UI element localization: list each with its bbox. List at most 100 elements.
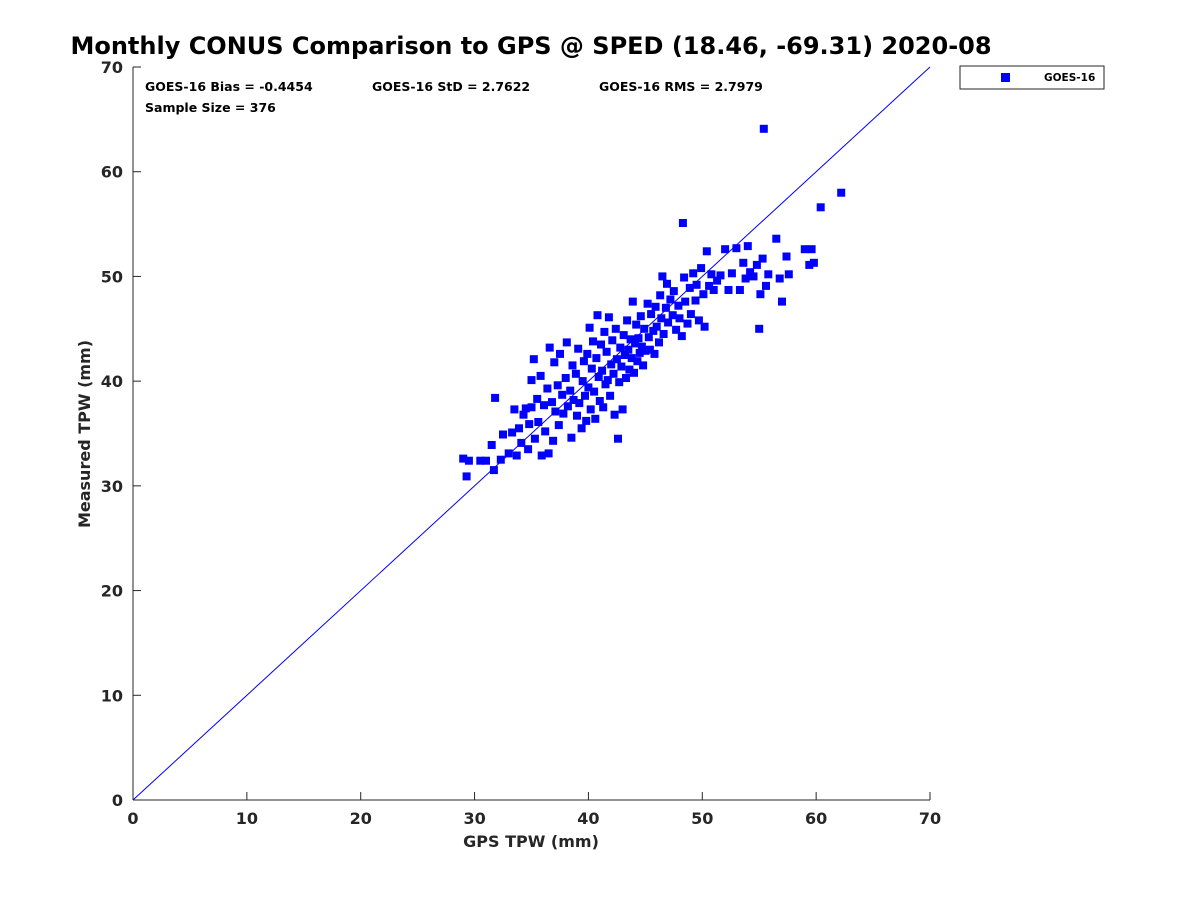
data-point	[636, 312, 645, 321]
data-point	[614, 434, 622, 443]
data-point	[645, 345, 654, 354]
data-point	[563, 402, 572, 411]
data-point	[589, 337, 597, 346]
data-point	[655, 338, 663, 347]
data-point	[707, 270, 716, 279]
data-point	[459, 454, 468, 463]
data-point	[664, 318, 673, 327]
data-point	[577, 424, 586, 433]
data-point	[619, 331, 628, 340]
data-point	[610, 410, 619, 419]
data-point	[566, 386, 575, 395]
data-point	[637, 342, 646, 351]
plot-area: 0 10 20 30 40 50 60 70 0 10 20 30 40 50 60 70	[101, 58, 941, 828]
legend-marker-square-icon	[1001, 73, 1010, 82]
data-point	[775, 274, 784, 283]
data-point	[487, 441, 496, 449]
data-point	[680, 273, 689, 282]
data-point	[586, 405, 595, 414]
data-point	[527, 376, 536, 385]
data-point	[562, 338, 571, 347]
data-point	[510, 405, 519, 414]
legend-label: GOES-16	[1044, 72, 1095, 84]
data-point	[464, 456, 473, 465]
data-point	[632, 320, 641, 329]
y-tick-label: 70	[101, 58, 123, 77]
data-point	[620, 351, 629, 359]
data-point	[558, 390, 567, 399]
data-point	[724, 286, 733, 294]
data-point	[691, 296, 700, 305]
data-point	[800, 245, 809, 254]
y-tick-label: 20	[101, 582, 123, 601]
data-point	[537, 451, 546, 460]
x-tick-label: 20	[350, 809, 372, 828]
x-tick-label: 10	[236, 809, 258, 828]
data-point	[543, 384, 552, 393]
data-point	[525, 420, 534, 429]
data-point	[837, 188, 846, 197]
data-point	[554, 421, 563, 430]
data-point	[587, 364, 596, 373]
data-point	[545, 343, 554, 352]
data-point	[816, 203, 825, 212]
data-point	[694, 316, 703, 325]
data-point	[617, 362, 626, 371]
data-point	[611, 324, 620, 333]
data-point	[601, 380, 610, 389]
data-point	[721, 245, 730, 254]
data-point	[689, 269, 698, 278]
data-point	[579, 357, 588, 366]
data-point	[584, 383, 593, 392]
data-point	[616, 343, 625, 352]
data-point	[652, 322, 661, 331]
data-point	[741, 274, 750, 283]
data-point	[683, 319, 692, 328]
data-point	[686, 310, 695, 319]
data-point	[755, 324, 764, 333]
data-point	[549, 436, 558, 445]
data-point	[746, 268, 755, 277]
data-point	[709, 286, 718, 294]
data-point	[697, 264, 706, 273]
data-point	[685, 283, 694, 292]
data-point	[582, 416, 591, 425]
x-tick-label: 70	[919, 809, 941, 828]
data-point	[504, 449, 513, 458]
ticks-layer: 0 10 20 30 40 50 60 70 0 10 20 30 40 50 60 70	[101, 58, 941, 828]
legend-box	[959, 65, 1105, 90]
y-tick-label: 30	[101, 477, 123, 496]
data-point	[568, 361, 577, 370]
y-tick-label: 0	[112, 791, 123, 810]
data-point	[716, 271, 725, 280]
data-point	[496, 455, 505, 464]
data-point	[630, 368, 638, 377]
data-point	[544, 449, 553, 458]
data-point	[602, 347, 611, 356]
x-tick-label: 30	[463, 809, 485, 828]
reference-line-layer	[132, 66, 931, 801]
data-point	[482, 456, 490, 465]
data-point	[561, 374, 570, 382]
data-point	[634, 334, 643, 343]
data-point	[534, 418, 543, 426]
data-point	[603, 376, 612, 385]
data-point	[476, 456, 485, 465]
data-points-layer	[459, 124, 846, 481]
data-point	[772, 234, 781, 243]
data-point	[524, 445, 533, 454]
data-point	[784, 270, 793, 279]
data-point	[705, 281, 714, 290]
data-point	[669, 287, 678, 296]
x-tick-label: 60	[805, 809, 827, 828]
data-point	[625, 365, 634, 374]
data-point	[643, 299, 652, 308]
data-point	[805, 260, 814, 269]
data-point	[674, 301, 683, 310]
data-point	[627, 354, 636, 363]
data-point	[764, 270, 773, 279]
data-point	[569, 396, 578, 404]
data-point	[644, 333, 653, 342]
data-point	[593, 311, 602, 320]
